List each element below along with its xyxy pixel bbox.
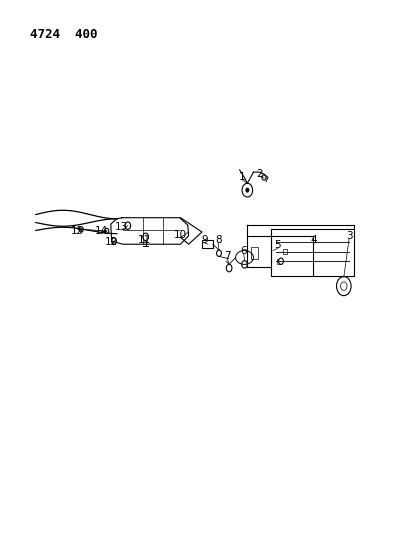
- Circle shape: [279, 258, 284, 264]
- Text: 6: 6: [240, 246, 247, 256]
- Text: 5: 5: [275, 240, 281, 251]
- Text: 13: 13: [115, 222, 129, 232]
- Text: 1: 1: [239, 172, 246, 182]
- Circle shape: [341, 282, 347, 290]
- Text: 15: 15: [71, 226, 84, 236]
- Bar: [283, 249, 288, 254]
- Bar: [271, 229, 354, 276]
- Bar: [277, 259, 282, 264]
- Circle shape: [125, 222, 131, 229]
- Circle shape: [105, 228, 109, 233]
- Text: 10: 10: [174, 230, 187, 240]
- Circle shape: [242, 261, 247, 268]
- Bar: [246, 236, 271, 266]
- Circle shape: [337, 277, 351, 296]
- Text: 3: 3: [346, 231, 353, 241]
- Circle shape: [262, 175, 266, 180]
- Text: 4: 4: [311, 235, 317, 245]
- Text: 2: 2: [257, 169, 263, 179]
- Text: 12: 12: [105, 237, 118, 247]
- Text: 7: 7: [224, 251, 231, 261]
- Circle shape: [217, 250, 222, 256]
- Circle shape: [226, 264, 232, 272]
- Text: 8: 8: [215, 235, 222, 245]
- Circle shape: [242, 183, 253, 197]
- Circle shape: [79, 227, 83, 232]
- Circle shape: [246, 188, 249, 192]
- Bar: [251, 247, 258, 259]
- Text: 14: 14: [95, 226, 108, 236]
- Circle shape: [143, 233, 149, 240]
- Bar: [202, 240, 213, 248]
- Circle shape: [112, 238, 116, 244]
- Text: 11: 11: [137, 235, 151, 245]
- Text: 9: 9: [202, 235, 208, 245]
- Text: 4724  400: 4724 400: [30, 28, 97, 41]
